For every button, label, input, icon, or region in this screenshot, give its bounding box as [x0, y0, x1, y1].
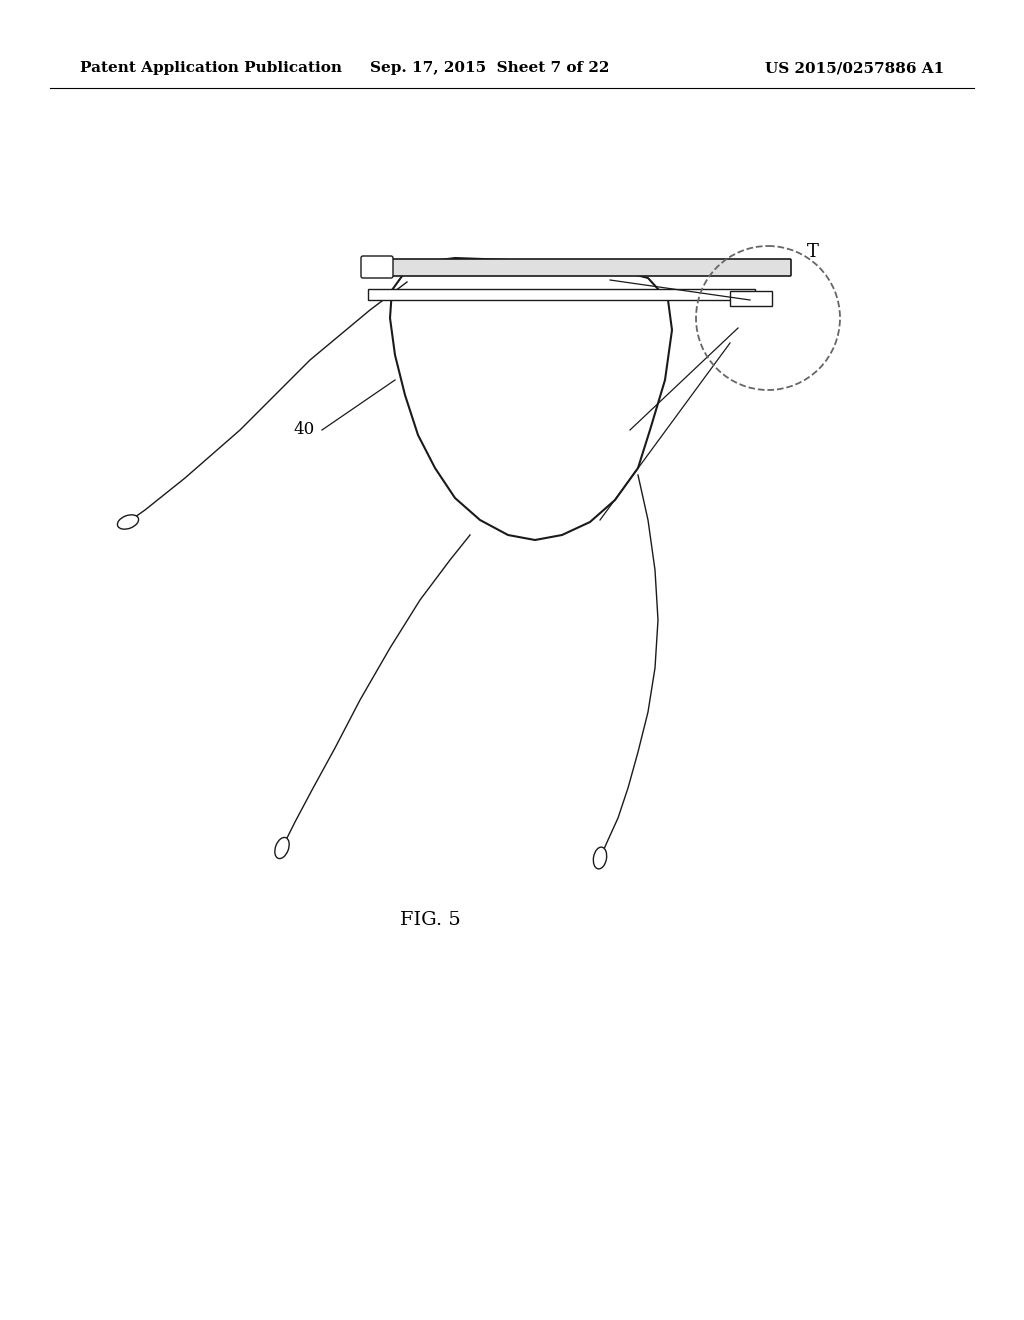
- Bar: [368, 289, 755, 300]
- Text: Patent Application Publication: Patent Application Publication: [80, 61, 342, 75]
- FancyBboxPatch shape: [361, 256, 393, 279]
- Text: Sep. 17, 2015  Sheet 7 of 22: Sep. 17, 2015 Sheet 7 of 22: [371, 61, 609, 75]
- Bar: [730, 290, 772, 306]
- Text: 40: 40: [294, 421, 315, 438]
- FancyBboxPatch shape: [387, 259, 791, 276]
- Ellipse shape: [274, 837, 289, 858]
- Ellipse shape: [593, 847, 606, 869]
- Text: T: T: [807, 243, 818, 261]
- Text: FIG. 5: FIG. 5: [399, 911, 461, 929]
- Ellipse shape: [118, 515, 138, 529]
- Text: US 2015/0257886 A1: US 2015/0257886 A1: [765, 61, 944, 75]
